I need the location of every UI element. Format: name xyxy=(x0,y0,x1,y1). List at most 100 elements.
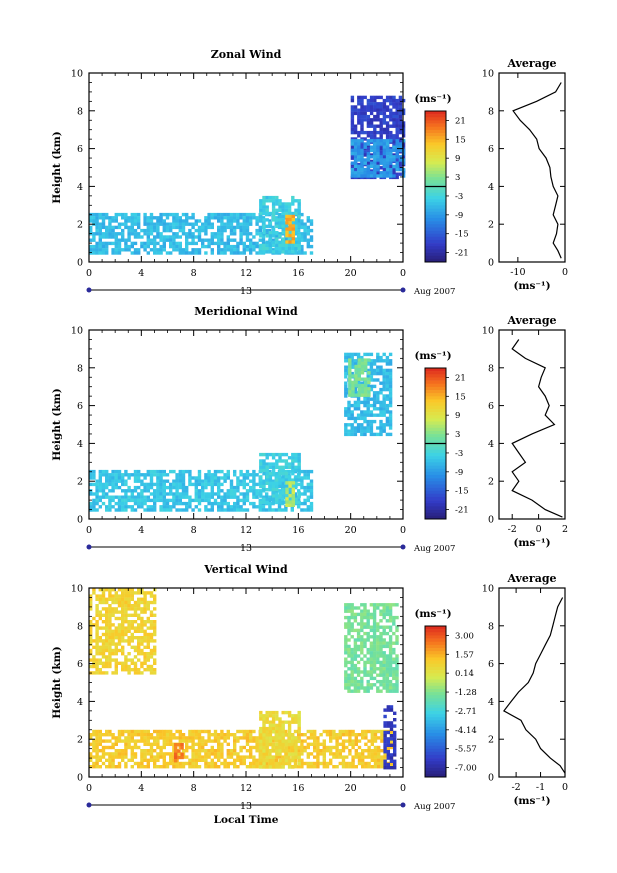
y-tick-label: 10 xyxy=(71,69,83,80)
colorbar-cell xyxy=(425,748,446,753)
field-cell xyxy=(105,648,109,653)
field-cell xyxy=(124,749,128,753)
field-cell xyxy=(300,485,304,490)
field-cell xyxy=(121,623,125,627)
field-cell xyxy=(117,588,122,592)
field-cell xyxy=(354,367,358,372)
field-cell xyxy=(271,494,276,498)
colorbar-cell xyxy=(425,717,446,721)
field-cell xyxy=(117,752,122,756)
field-cell xyxy=(278,758,282,763)
field-cell xyxy=(105,473,109,477)
field-cell xyxy=(372,400,377,405)
field-cell xyxy=(105,479,109,483)
field-cell xyxy=(111,636,115,640)
field-cell xyxy=(127,604,131,608)
field-cell xyxy=(185,739,189,743)
field-cell xyxy=(309,765,314,769)
field-cell xyxy=(255,222,259,226)
field-cell xyxy=(137,639,141,643)
field-cell xyxy=(379,432,383,437)
field-cell xyxy=(379,139,383,143)
field-cell xyxy=(379,174,383,178)
field-cell xyxy=(213,749,218,753)
colorbar-label: -15 xyxy=(455,487,469,497)
field-cell xyxy=(389,745,394,750)
field-cell xyxy=(127,636,131,640)
field-cell xyxy=(338,752,342,756)
field-cell xyxy=(382,384,386,389)
field-cell xyxy=(398,124,403,128)
field-cell xyxy=(363,158,367,162)
field-cell xyxy=(350,362,354,366)
field-cell xyxy=(95,761,99,766)
field-cell xyxy=(153,620,157,624)
field-cell xyxy=(95,758,99,762)
field-cell xyxy=(239,241,243,246)
field-cell xyxy=(281,755,285,759)
field-cell xyxy=(392,619,396,623)
field-cell xyxy=(369,102,374,106)
field-cell xyxy=(385,134,390,138)
field-cell xyxy=(95,742,99,746)
field-cell xyxy=(188,228,192,233)
field-cell xyxy=(353,651,358,655)
field-cell xyxy=(191,733,195,737)
field-cell xyxy=(213,752,218,756)
field-cell xyxy=(121,620,125,624)
field-cell xyxy=(281,468,285,473)
field-cell xyxy=(398,155,403,159)
field-cell xyxy=(278,250,282,254)
field-cell xyxy=(181,225,186,230)
field-cell xyxy=(382,371,386,376)
field-cell xyxy=(363,171,367,175)
field-cell xyxy=(395,670,399,674)
field-cell xyxy=(223,479,227,483)
field-cell xyxy=(149,758,154,762)
field-cell xyxy=(175,232,179,236)
field-cell xyxy=(385,121,390,125)
field-cell xyxy=(159,251,163,255)
field-cell xyxy=(197,489,202,493)
field-cell xyxy=(124,222,128,226)
field-cell xyxy=(366,155,371,159)
field-cell xyxy=(287,469,291,474)
field-cell xyxy=(363,670,367,674)
field-cell xyxy=(300,752,304,756)
field-cell xyxy=(111,479,115,483)
field-cell xyxy=(220,501,224,506)
field-cell xyxy=(278,500,282,505)
field-cell xyxy=(353,108,358,112)
field-cell xyxy=(382,121,387,125)
field-cell xyxy=(369,628,374,633)
field-cell xyxy=(393,737,397,741)
field-cell xyxy=(356,355,361,360)
field-cell xyxy=(92,588,96,592)
field-cell xyxy=(252,495,256,499)
field-cell xyxy=(153,671,157,675)
field-cell xyxy=(188,498,192,503)
field-cell xyxy=(159,736,163,740)
field-cell xyxy=(143,729,147,734)
field-cell xyxy=(367,390,371,394)
field-cell xyxy=(356,397,361,401)
field-cell xyxy=(309,752,314,756)
field-cell xyxy=(213,765,218,769)
field-cell xyxy=(393,711,397,715)
field-cell xyxy=(265,232,269,236)
field-cell xyxy=(108,626,112,630)
field-cell xyxy=(353,148,358,153)
field-cell xyxy=(156,758,160,762)
field-cell xyxy=(124,604,128,608)
field-cell xyxy=(376,118,380,122)
panel-title: Zonal Wind xyxy=(211,48,282,61)
field-cell xyxy=(297,462,301,466)
colorbar-cell xyxy=(425,205,446,209)
field-cell xyxy=(285,230,289,235)
field-cell xyxy=(379,619,383,623)
field-cell xyxy=(284,739,289,744)
field-cell xyxy=(174,759,178,763)
field-cell xyxy=(398,95,403,100)
field-cell xyxy=(165,729,170,734)
